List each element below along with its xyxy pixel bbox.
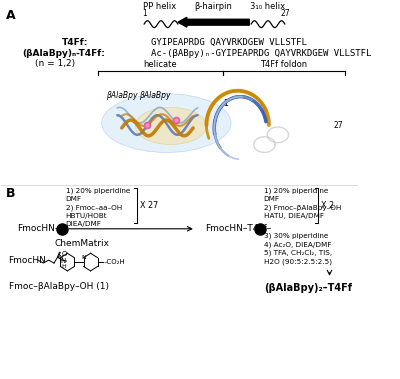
Text: (βAlaBpy)₂–T4Ff: (βAlaBpy)₂–T4Ff — [264, 283, 352, 293]
Text: T4Ff foldon: T4Ff foldon — [260, 60, 307, 69]
Text: H: H — [62, 264, 66, 269]
Text: helicate: helicate — [143, 60, 177, 69]
Text: FmocHN–: FmocHN– — [17, 224, 59, 233]
Text: βAlaBpy: βAlaBpy — [139, 91, 170, 100]
Text: –: – — [62, 257, 66, 263]
Text: FmocHN–T4Ff–: FmocHN–T4Ff– — [205, 224, 271, 233]
FancyArrow shape — [178, 17, 249, 27]
Text: Ac-(βABpy)ₙ-GYIPEAPRDG QAYVRKDGEW VLLSTFL: Ac-(βABpy)ₙ-GYIPEAPRDG QAYVRKDGEW VLLSTF… — [151, 49, 372, 58]
Text: βAlaBpy: βAlaBpy — [106, 91, 138, 100]
Text: ChemMatrix: ChemMatrix — [55, 239, 110, 247]
Text: (βAlaBpy)ₙ-T4Ff:: (βAlaBpy)ₙ-T4Ff: — [22, 49, 105, 58]
Ellipse shape — [135, 107, 206, 145]
Text: 27: 27 — [334, 121, 343, 130]
Text: N: N — [60, 258, 66, 264]
Text: 1) 20% piperidine
DMF
2) Fmoc–aa–OH
HBTU/HOBt
DIEA/DMF: 1) 20% piperidine DMF 2) Fmoc–aa–OH HBTU… — [66, 188, 130, 227]
Text: N: N — [58, 255, 63, 260]
Text: (n = 1,2): (n = 1,2) — [35, 60, 75, 68]
Text: T4Ff:: T4Ff: — [62, 38, 88, 47]
Text: N: N — [81, 255, 86, 260]
Text: X 2: X 2 — [320, 201, 334, 210]
Text: 1) 20% piperidine
DMF
2) Fmoc–βAlaBpy–OH
HATU, DIEA/DMF: 1) 20% piperidine DMF 2) Fmoc–βAlaBpy–OH… — [264, 188, 341, 219]
Text: –CO₂H: –CO₂H — [104, 259, 126, 265]
Text: β-hairpin: β-hairpin — [195, 2, 232, 11]
Text: Fmoc–βAlaBpy–OH (1): Fmoc–βAlaBpy–OH (1) — [9, 282, 109, 291]
Text: 1: 1 — [142, 9, 147, 18]
Text: GYIPEAPRDG QAYVRKDGEW VLLSTFL: GYIPEAPRDG QAYVRKDGEW VLLSTFL — [151, 38, 307, 47]
Text: X 27: X 27 — [140, 201, 158, 210]
Text: FmocHN: FmocHN — [8, 255, 46, 265]
Text: A: A — [6, 9, 16, 22]
Text: O: O — [61, 251, 66, 257]
Text: 27: 27 — [280, 9, 290, 18]
Text: 3) 30% piperidine
4) Ac₂O, DIEA/DMF
5) TFA, CH₂Cl₂, TIS,
H2O (90:5:2.5:2.5): 3) 30% piperidine 4) Ac₂O, DIEA/DMF 5) T… — [264, 233, 332, 265]
Text: B: B — [6, 187, 15, 200]
Text: 3₁₀ helix: 3₁₀ helix — [250, 2, 286, 11]
Ellipse shape — [102, 94, 231, 152]
Text: PP helix: PP helix — [144, 2, 177, 11]
Text: 1: 1 — [224, 99, 228, 108]
